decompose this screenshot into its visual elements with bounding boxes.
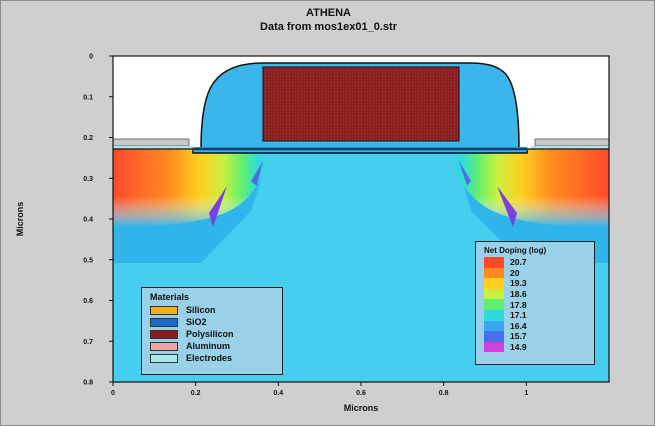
- doping-legend-swatch: [484, 267, 504, 279]
- x-axis-label: Microns: [344, 403, 379, 413]
- materials-legend: Materials Silicon SiO2 Polysilicon Aluminum…: [141, 287, 283, 375]
- doping-legend-swatch: [484, 331, 504, 342]
- materials-legend-label: SiO2: [186, 317, 207, 327]
- doping-legend-label: 16.4: [510, 320, 527, 331]
- materials-legend-swatch: [150, 317, 178, 327]
- y-tick-label: 0.5: [83, 257, 93, 264]
- x-tick-label: 0.8: [439, 390, 449, 397]
- right-electrode: [534, 138, 610, 147]
- doping-legend-item: 17.1: [484, 309, 586, 321]
- y-tick-label: 0.1: [83, 94, 93, 101]
- doping-legend-label: 14.9: [510, 342, 527, 353]
- doping-legend-item: 17.8: [484, 299, 586, 310]
- doping-legend-swatch: [484, 299, 504, 310]
- doping-legend-label: 15.7: [510, 331, 527, 342]
- doping-legend-item: 16.4: [484, 320, 586, 332]
- axes: 0 0.2 0.4 0.6 0.8 1 0 0.1 0.2 0.3 0.4 0.5 0.6 0.7 0.8: [83, 54, 528, 398]
- materials-legend-item: Polysilicon: [150, 328, 274, 340]
- doping-legend-swatch: [484, 320, 504, 332]
- y-tick-label: 0.3: [83, 176, 93, 183]
- x-tick-label: 0.2: [191, 390, 201, 397]
- left-electrode-base: [113, 146, 193, 149]
- doping-legend: Net Doping (log) 20.7 20 19.3 18.6 17.8 17.1 1…: [475, 241, 595, 365]
- doping-legend-label: 17.8: [510, 299, 527, 310]
- y-tick-label: 0: [89, 54, 93, 61]
- materials-legend-title: Materials: [150, 292, 190, 302]
- doping-legend-item: 15.7: [484, 331, 586, 342]
- doping-legend-item: 18.6: [484, 288, 586, 300]
- materials-legend-swatch: [150, 341, 178, 351]
- y-tick-label: 0.6: [83, 298, 93, 305]
- doping-legend-label: 20: [510, 267, 520, 278]
- drain-depth-fade: [449, 149, 609, 227]
- materials-legend-label: Electrodes: [186, 353, 233, 363]
- x-tick-label: 1: [524, 390, 528, 397]
- doping-legend-label: 18.6: [510, 289, 527, 300]
- x-tick-label: 0.6: [356, 390, 366, 397]
- drain-depletion-streak-low: [497, 186, 517, 227]
- materials-legend-item: Silicon: [150, 304, 274, 316]
- materials-legend-swatch: [150, 329, 178, 339]
- doping-legend-swatch: [484, 341, 504, 353]
- doping-legend-swatch: [484, 309, 504, 321]
- x-tick-label: 0: [111, 390, 115, 397]
- y-tick-label: 0.4: [83, 217, 93, 224]
- y-tick-label: 0.8: [83, 380, 93, 387]
- drain-depletion-streak: [459, 161, 471, 186]
- materials-legend-item: Aluminum: [150, 340, 274, 352]
- polysilicon-gate: [262, 66, 460, 142]
- doping-legend-label: 20.7: [510, 257, 527, 268]
- materials-legend-item: Electrodes: [150, 352, 274, 364]
- doping-legend-item: 14.9: [484, 341, 586, 353]
- doping-legend-swatch: [484, 278, 504, 289]
- x-tick-label: 0.4: [273, 390, 283, 397]
- doping-legend-label: 19.3: [510, 278, 527, 289]
- right-electrode-base: [531, 146, 609, 149]
- materials-legend-label: Aluminum: [186, 341, 230, 351]
- materials-legend-label: Polysilicon: [186, 329, 234, 339]
- doping-legend-item: 20: [484, 267, 586, 279]
- y-tick-label: 0.2: [83, 135, 93, 142]
- y-tick-label: 0.7: [83, 339, 93, 346]
- source-depletion-streak-low: [209, 186, 227, 227]
- source-depth-fade: [113, 149, 271, 227]
- left-electrode: [112, 138, 190, 147]
- source-depletion-streak: [251, 161, 263, 186]
- chart-subtitle: Data from mos1ex01_0.str: [260, 21, 397, 33]
- doping-legend-title: Net Doping (log): [484, 246, 547, 255]
- materials-legend-item: SiO2: [150, 316, 274, 328]
- doping-legend-swatch: [484, 288, 504, 300]
- materials-legend-label: Silicon: [186, 305, 216, 315]
- chart-title: ATHENA: [305, 7, 351, 19]
- materials-legend-swatch: [150, 305, 178, 315]
- doping-legend-item: 19.3: [484, 278, 586, 289]
- doping-legend-swatch: [484, 257, 504, 268]
- doping-legend-item: 20.7: [484, 257, 586, 268]
- materials-legend-swatch: [150, 353, 178, 363]
- y-axis-label: Microns: [15, 202, 25, 237]
- doping-legend-label: 17.1: [510, 310, 527, 321]
